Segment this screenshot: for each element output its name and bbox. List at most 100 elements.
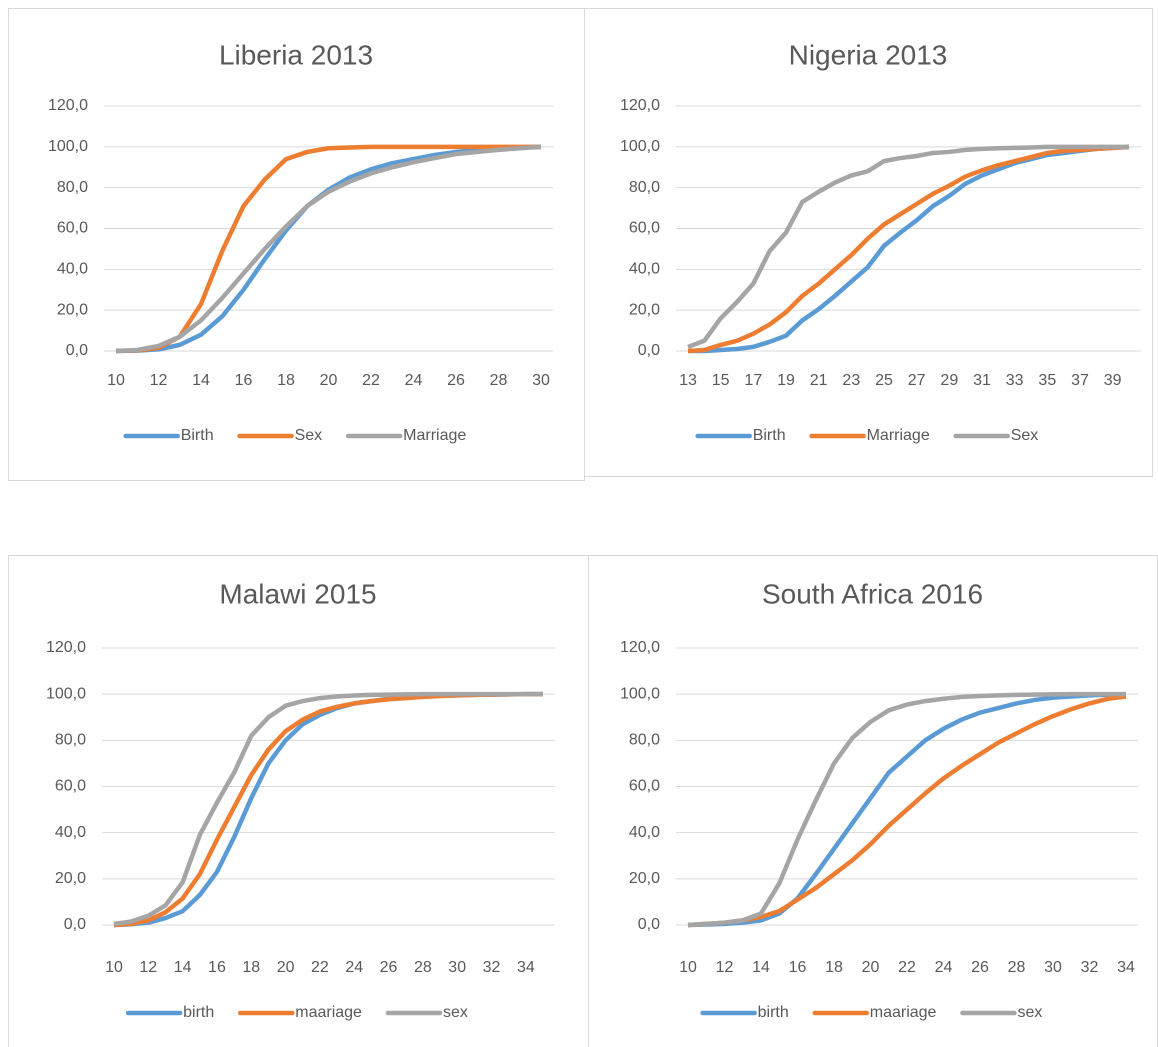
y-tick-label: 60,0 xyxy=(57,220,88,237)
y-tick-label: 60,0 xyxy=(629,778,660,795)
legend-label: maariage xyxy=(870,1004,937,1021)
y-tick-label: 80,0 xyxy=(629,179,660,196)
x-tick-label: 16 xyxy=(789,959,807,976)
y-tick-label: 20,0 xyxy=(629,870,660,887)
x-tick-label: 30 xyxy=(532,372,550,389)
legend-label: sex xyxy=(1017,1004,1042,1021)
chart-title: Malawi 2015 xyxy=(219,578,376,609)
series-line xyxy=(115,144,541,354)
x-tick-label: 37 xyxy=(1071,372,1089,389)
y-tick-label: 40,0 xyxy=(57,261,88,278)
x-tick-label: 31 xyxy=(973,372,991,389)
x-tick-label: 24 xyxy=(405,372,423,389)
x-tick-label: 21 xyxy=(810,372,828,389)
x-tick-label: 28 xyxy=(1008,959,1026,976)
x-tick-label: 26 xyxy=(380,959,398,976)
y-tick-label: 40,0 xyxy=(55,824,86,841)
x-tick-label: 28 xyxy=(414,959,432,976)
y-tick-label: 0,0 xyxy=(64,916,86,933)
x-tick-label: 18 xyxy=(825,959,843,976)
x-tick-label: 32 xyxy=(483,959,501,976)
x-tick-label: 32 xyxy=(1081,959,1099,976)
x-tick-label: 34 xyxy=(1117,959,1135,976)
x-tick-label: 13 xyxy=(679,372,697,389)
legend-label: birth xyxy=(758,1004,789,1021)
series-line xyxy=(113,691,543,927)
x-tick-label: 12 xyxy=(139,959,157,976)
x-tick-label: 18 xyxy=(277,372,295,389)
y-tick-label: 20,0 xyxy=(629,301,660,318)
x-tick-label: 14 xyxy=(752,959,770,976)
x-tick-label: 20 xyxy=(862,959,880,976)
x-tick-label: 10 xyxy=(107,372,125,389)
x-tick-label: 29 xyxy=(940,372,958,389)
chart-frame xyxy=(588,555,1158,1047)
chart-title: Liberia 2013 xyxy=(219,39,373,70)
x-tick-label: 22 xyxy=(898,959,916,976)
x-tick-label: 30 xyxy=(1044,959,1062,976)
x-tick-label: 10 xyxy=(105,959,123,976)
series-line xyxy=(115,144,542,354)
x-tick-label: 20 xyxy=(320,372,338,389)
y-tick-label: 100,0 xyxy=(620,685,660,702)
series-line xyxy=(687,694,1127,928)
y-tick-label: 0,0 xyxy=(638,342,660,359)
x-tick-label: 22 xyxy=(311,959,329,976)
x-tick-label: 28 xyxy=(490,372,508,389)
x-tick-label: 34 xyxy=(517,959,535,976)
x-tick-label: 18 xyxy=(242,959,260,976)
legend-label: Birth xyxy=(181,427,214,444)
x-tick-label: 12 xyxy=(150,372,168,389)
y-tick-label: 80,0 xyxy=(629,732,660,749)
y-tick-label: 60,0 xyxy=(629,220,660,237)
x-tick-label: 26 xyxy=(971,959,989,976)
chart-frame xyxy=(8,555,589,1047)
chart-frame xyxy=(584,8,1153,477)
x-tick-label: 22 xyxy=(362,372,380,389)
x-tick-label: 26 xyxy=(447,372,465,389)
x-tick-label: 16 xyxy=(208,959,226,976)
y-tick-label: 80,0 xyxy=(55,732,86,749)
x-tick-label: 15 xyxy=(712,372,730,389)
y-tick-label: 100,0 xyxy=(46,685,86,702)
x-tick-label: 39 xyxy=(1104,372,1122,389)
legend-label: birth xyxy=(183,1004,214,1021)
y-tick-label: 20,0 xyxy=(55,870,86,887)
legend-label: maariage xyxy=(295,1004,362,1021)
y-tick-label: 80,0 xyxy=(57,179,88,196)
x-tick-label: 16 xyxy=(235,372,253,389)
chart-title: Nigeria 2013 xyxy=(789,39,948,70)
y-tick-label: 0,0 xyxy=(638,916,660,933)
x-tick-label: 24 xyxy=(935,959,953,976)
x-tick-label: 20 xyxy=(277,959,295,976)
y-tick-label: 120,0 xyxy=(620,97,660,114)
legend-label: Sex xyxy=(295,427,323,444)
x-tick-label: 17 xyxy=(744,372,762,389)
chart-title: South Africa 2016 xyxy=(762,578,983,609)
y-tick-label: 40,0 xyxy=(629,261,660,278)
x-tick-label: 23 xyxy=(842,372,860,389)
legend-label: sex xyxy=(443,1004,468,1021)
series-line xyxy=(687,144,1130,354)
series-line xyxy=(687,691,1127,928)
x-tick-label: 19 xyxy=(777,372,795,389)
legend-label: Marriage xyxy=(867,427,930,444)
x-tick-label: 27 xyxy=(908,372,926,389)
series-line xyxy=(687,144,1129,350)
chart-frame xyxy=(8,8,585,481)
x-tick-label: 30 xyxy=(448,959,466,976)
legend-label: Marriage xyxy=(403,427,466,444)
y-tick-label: 0,0 xyxy=(66,342,88,359)
x-tick-label: 14 xyxy=(174,959,192,976)
y-tick-label: 100,0 xyxy=(620,138,660,155)
series-line xyxy=(687,691,1126,928)
y-tick-label: 120,0 xyxy=(620,639,660,656)
x-tick-label: 14 xyxy=(192,372,210,389)
y-tick-label: 40,0 xyxy=(629,824,660,841)
legend-label: Sex xyxy=(1011,427,1039,444)
x-tick-label: 25 xyxy=(875,372,893,389)
x-tick-label: 10 xyxy=(679,959,697,976)
y-tick-label: 60,0 xyxy=(55,778,86,795)
y-tick-label: 120,0 xyxy=(48,97,88,114)
